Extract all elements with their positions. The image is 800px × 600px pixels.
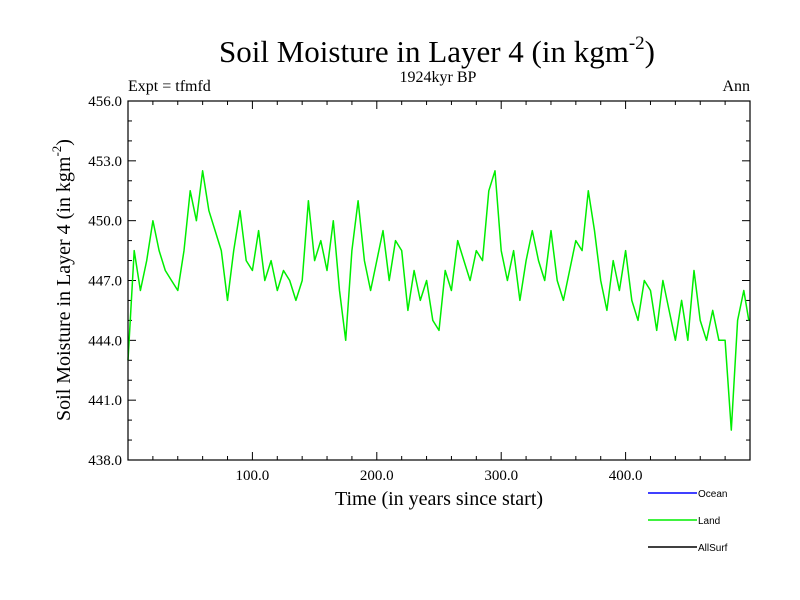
x-tick-labels: 100.0 200.0 300.0 400.0	[236, 468, 643, 484]
y-axis-label-superscript: -2	[49, 146, 64, 157]
y-tick-labels: 438.0 441.0 444.0 447.0 450.0 453.0 456.0	[88, 94, 122, 469]
legend-label-land: Land	[698, 516, 720, 527]
y-axis-label-main: Soil Moisture in Layer 4 (in kgm	[53, 156, 75, 421]
y-tick-label: 456.0	[88, 94, 122, 110]
x-tick-label: 300.0	[484, 468, 518, 484]
chart-title-close: )	[645, 34, 655, 69]
series-line-land	[127, 170, 750, 431]
x-tick-label: 200.0	[360, 468, 394, 484]
chart-subtitle: 1924kyr BP	[400, 69, 477, 86]
y-tick-label: 444.0	[88, 333, 122, 349]
x-tick-label: 400.0	[609, 468, 643, 484]
experiment-label: Expt = tfmfd	[128, 78, 211, 95]
legend: Ocean Land AllSurf	[648, 489, 728, 554]
season-label: Ann	[722, 78, 750, 95]
plot-frame	[127, 100, 751, 461]
x-axis-label: Time (in years since start)	[335, 488, 543, 510]
y-tick-label: 438.0	[88, 453, 122, 469]
y-tick-label: 453.0	[88, 154, 122, 170]
y-tick-label: 450.0	[88, 214, 122, 230]
series-layer	[127, 170, 750, 431]
y-axis-label: Soil Moisture in Layer 4 (in kgm-2)	[49, 139, 75, 421]
chart-title-main: Soil Moisture in Layer 4 (in kgm	[219, 34, 629, 69]
legend-label-ocean: Ocean	[698, 489, 727, 500]
y-tick-label: 441.0	[88, 393, 122, 409]
x-tick-label: 100.0	[236, 468, 270, 484]
y-tick-label: 447.0	[88, 274, 122, 290]
legend-label-allsurf: AllSurf	[698, 543, 728, 554]
y-axis-label-close: )	[53, 139, 75, 146]
axis-ticks	[128, 100, 750, 461]
chart-title: Soil Moisture in Layer 4 (in kgm-2)	[219, 33, 655, 69]
chart-title-superscript: -2	[629, 33, 645, 54]
